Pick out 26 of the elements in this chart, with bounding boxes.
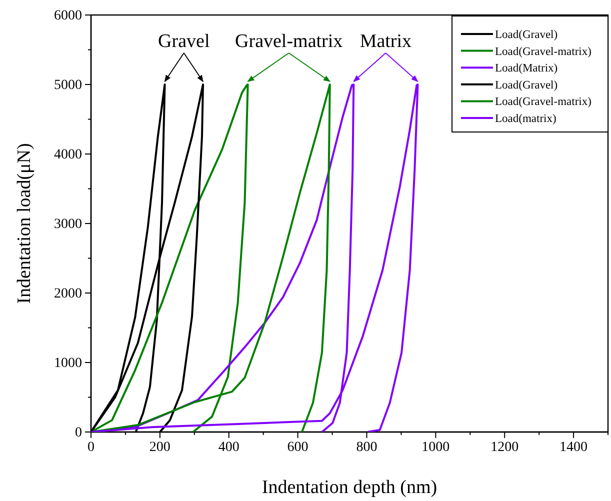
annotation: Gravel-matrix [235,31,344,52]
x-tick-label: 800 [356,440,378,455]
x-tick-label: 1200 [490,440,519,455]
x-tick-label: 600 [287,440,308,455]
legend-label: Load(matrix) [495,113,556,125]
x-tick-label: 400 [218,440,240,455]
x-axis-title: Indentation depth (nm) [262,477,438,498]
y-tick-label: 2000 [54,286,82,302]
annotation: Gravel [158,31,210,52]
y-tick-label: 5000 [54,78,82,93]
y-axis-title: Indentation load(μN) [14,143,35,304]
legend-label: Load(Gravel-matrix) [495,46,592,58]
y-tick-label: 4000 [54,147,82,162]
legend-label: Load(Gravel) [495,29,558,41]
y-tick-label: 3000 [54,216,82,232]
x-tick-label: 200 [149,440,170,455]
legend-label: Load(Matrix) [495,62,558,75]
x-tick-label: 1400 [560,440,588,455]
y-tick-label: 6000 [54,8,82,24]
legend-label: Load(Gravel) [495,79,558,92]
y-tick-label: 0 [75,425,82,440]
legend-label: Load(Gravel-matrix) [495,96,592,108]
x-tick-label: 1000 [422,440,450,455]
y-tick-label: 1000 [54,356,82,371]
annotation: Matrix [360,31,412,52]
x-tick-label: 0 [88,440,94,455]
